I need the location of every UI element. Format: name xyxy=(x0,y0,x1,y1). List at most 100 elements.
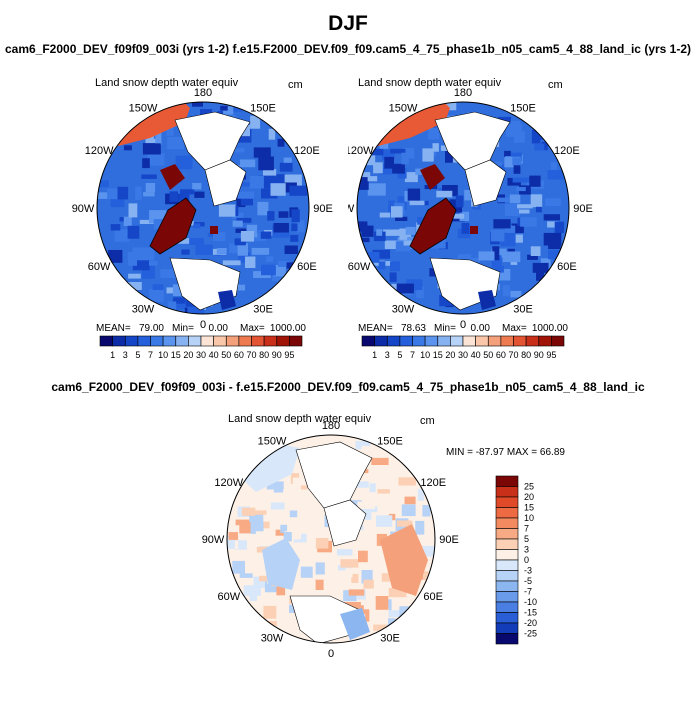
field-cell xyxy=(490,229,505,242)
field-cell xyxy=(404,172,418,183)
field-cell xyxy=(527,254,538,260)
arctic-ocean xyxy=(295,441,373,509)
field-cell xyxy=(375,515,393,527)
field-cell xyxy=(167,136,184,150)
field-cell xyxy=(265,256,274,262)
field-cell xyxy=(337,565,352,571)
colorbar-tick-label: 95 xyxy=(546,350,556,360)
field-cell xyxy=(180,189,195,195)
colorbar-tick-label: 3 xyxy=(385,350,390,360)
field-cell xyxy=(373,581,389,594)
field-cell xyxy=(193,223,201,229)
field-cell xyxy=(110,224,121,231)
field-cell xyxy=(300,566,313,578)
field-cell xyxy=(377,489,390,494)
field-cell xyxy=(442,185,458,197)
field-cell xyxy=(260,231,272,239)
scandinavia-snow xyxy=(478,290,496,310)
field-cell xyxy=(340,559,359,568)
field-cell xyxy=(535,206,542,213)
colorbar-box xyxy=(495,528,519,540)
field-cell xyxy=(166,287,178,294)
panel-left-min: 0.00 xyxy=(209,323,229,334)
top-subtitle: cam6_F2000_DEV_f09f09_003i (yrs 1-2) f.e… xyxy=(4,42,692,56)
lon-label: 60E xyxy=(297,261,317,273)
lon-label: 90E xyxy=(573,203,593,215)
field-cell xyxy=(263,169,277,177)
field-cell xyxy=(432,143,439,152)
colorbar-box xyxy=(495,475,519,487)
colorbar-tick-label: 7 xyxy=(524,524,529,534)
field-cell xyxy=(547,170,564,180)
colorbar-tick-label: 60 xyxy=(496,350,506,360)
field-cell xyxy=(283,532,292,542)
colorbar-tick-label: 10 xyxy=(420,350,430,360)
field-cell xyxy=(128,203,138,218)
field-cell xyxy=(436,190,453,198)
field-cell xyxy=(520,217,537,227)
lon-label: 120E xyxy=(420,477,446,489)
field-cell xyxy=(143,192,155,197)
panel-right-mean-label: MEAN= xyxy=(358,323,393,334)
field-cell xyxy=(127,252,137,266)
field-cell xyxy=(361,570,373,584)
field-cell xyxy=(440,145,450,151)
field-cell xyxy=(237,243,248,256)
colorbar-tick-label: 40 xyxy=(209,350,219,360)
colorbar-tick-label: 5 xyxy=(524,534,529,544)
panel-right-max: 1000.00 xyxy=(532,323,569,334)
field-cell xyxy=(223,106,234,115)
field-cell xyxy=(361,446,372,452)
field-cell xyxy=(388,587,407,598)
lon-label: 150E xyxy=(510,103,536,115)
colorbar-box xyxy=(99,335,113,347)
panel-right: Land snow depth water equiv cm 180150E12… xyxy=(348,77,593,360)
lon-label: 150W xyxy=(258,435,287,447)
colorbar-tick-label: -5 xyxy=(524,576,532,586)
field-cell xyxy=(290,234,299,242)
field-cell xyxy=(409,200,425,206)
field-cell xyxy=(554,221,565,233)
colorbar-box xyxy=(437,335,451,347)
field-cell xyxy=(511,234,523,243)
panel-left-colorbar: 1 3 5 7 10 15 20 30 40 50 60 70 80 90 95 xyxy=(99,335,303,360)
field-cell xyxy=(491,255,502,268)
field-cell xyxy=(379,142,389,149)
lon-label: 120E xyxy=(294,145,320,157)
lon-label: 90E xyxy=(439,534,459,546)
colorbar-box xyxy=(276,335,290,347)
central-arctic xyxy=(323,499,367,547)
colorbar-box xyxy=(495,507,519,519)
field-cell xyxy=(238,252,251,263)
field-cell xyxy=(108,250,123,263)
lon-label: 60E xyxy=(423,591,443,603)
field-cell xyxy=(257,201,269,216)
colorbar-box xyxy=(412,335,426,347)
colorbar-box xyxy=(263,335,278,347)
field-cell xyxy=(239,159,256,168)
colorbar-tick-label: 15 xyxy=(171,350,181,360)
colorbar-tick-label: 40 xyxy=(471,350,481,360)
field-cell xyxy=(378,261,386,270)
colorbar-tick-label: 95 xyxy=(284,350,294,360)
field-cell xyxy=(455,195,464,208)
field-cell xyxy=(530,246,541,256)
field-cell xyxy=(517,204,533,209)
field-cell xyxy=(280,524,288,533)
colorbar-box xyxy=(495,591,519,603)
field-cell xyxy=(232,560,245,574)
colorbar-box xyxy=(495,538,519,550)
field-cell xyxy=(239,573,253,578)
field-cell xyxy=(399,228,412,240)
colorbar-tick-label: 7 xyxy=(148,350,153,360)
field-cell xyxy=(407,188,421,201)
colorbar-box xyxy=(399,335,413,347)
central-arctic xyxy=(464,159,507,207)
lon-label: 150W xyxy=(129,103,158,115)
colorbar-tick-label: 10 xyxy=(158,350,168,360)
field-cell xyxy=(259,575,268,582)
colorbar-box xyxy=(495,612,519,624)
lon-label: 90W xyxy=(202,534,225,546)
colorbar-tick-label: 15 xyxy=(433,350,443,360)
field-cell xyxy=(391,283,403,296)
